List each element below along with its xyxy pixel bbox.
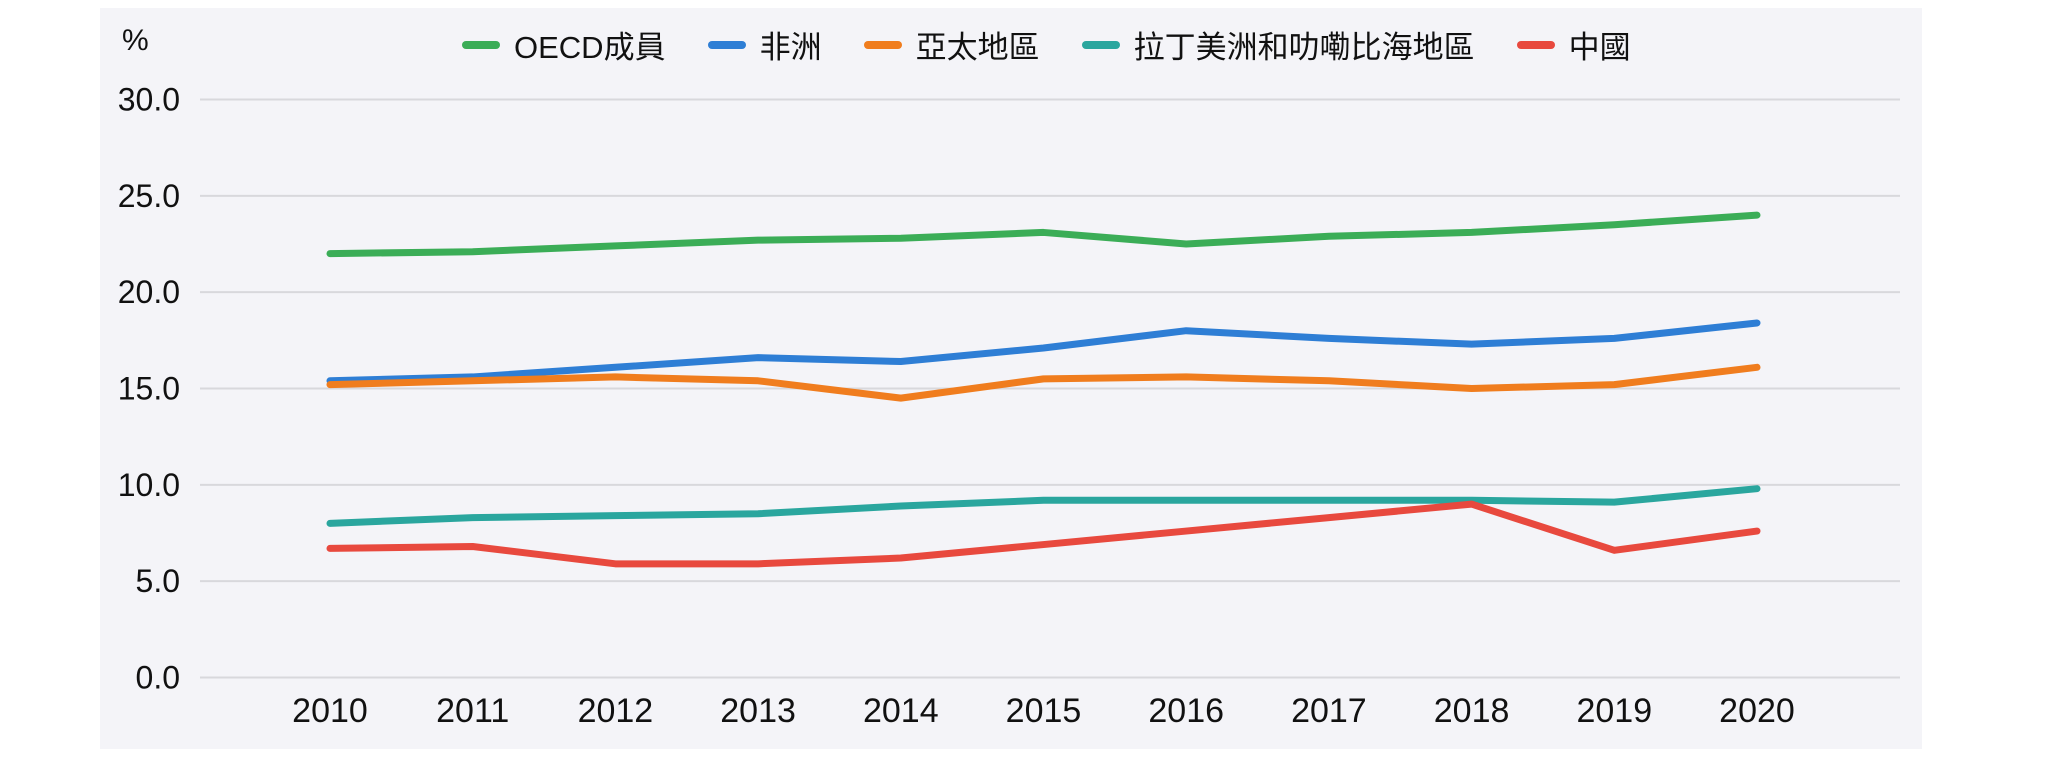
x-tick-label: 2018 bbox=[1434, 692, 1510, 730]
x-tick-label: 2019 bbox=[1576, 692, 1652, 730]
legend-label: 中國 bbox=[1568, 30, 1631, 65]
legend-item: 非洲 bbox=[707, 22, 822, 67]
x-tick-label: 2017 bbox=[1291, 692, 1367, 730]
x-tick-label: 2014 bbox=[863, 692, 939, 730]
legend-label: 亞太地區 bbox=[915, 30, 1040, 65]
gridlines bbox=[200, 98, 1900, 679]
x-axis-tick-labels: 2010 2011 2012 2013 2014 2015 2016 2017 2018 2019… bbox=[292, 692, 1795, 730]
series-line bbox=[326, 211, 1761, 258]
x-tick-label: 2011 bbox=[436, 692, 509, 730]
x-tick-label: 2020 bbox=[1719, 692, 1795, 730]
legend-dash-icon bbox=[462, 40, 500, 49]
legend-dash-icon bbox=[1081, 40, 1120, 49]
legend-item: 拉丁美洲和叻嘞比海地區 bbox=[1081, 22, 1475, 67]
y-tick-label: 15.0 bbox=[118, 370, 180, 406]
chart-legend: OECD成員 非洲 亞太地區 拉丁美洲和叻嘞比海地區 中國 bbox=[462, 22, 1631, 67]
y-tick-label: 25.0 bbox=[118, 178, 180, 214]
series-line bbox=[326, 485, 1761, 527]
series-line bbox=[326, 319, 1761, 385]
y-axis-tick-labels: 30.0 25.0 20.0 15.0 10.0 5.0 0.0 bbox=[118, 81, 180, 695]
legend-dash-icon bbox=[863, 40, 902, 49]
legend-item: OECD成員 bbox=[462, 22, 666, 67]
legend-dash-icon bbox=[707, 40, 746, 49]
series-line bbox=[326, 363, 1761, 402]
y-axis-unit-label: % bbox=[122, 24, 149, 57]
x-tick-label: 2015 bbox=[1006, 692, 1082, 730]
legend-item: 亞太地區 bbox=[863, 22, 1040, 67]
y-tick-label: 10.0 bbox=[118, 467, 180, 503]
y-tick-label: 5.0 bbox=[136, 563, 180, 599]
legend-dash-icon bbox=[1516, 40, 1555, 49]
y-tick-label: 20.0 bbox=[118, 274, 180, 310]
data-series-lines bbox=[326, 211, 1761, 568]
y-tick-label: 0.0 bbox=[136, 660, 180, 696]
legend-label: OECD成員 bbox=[514, 30, 666, 65]
x-tick-label: 2012 bbox=[578, 692, 654, 730]
legend-label: 拉丁美洲和叻嘞比海地區 bbox=[1133, 30, 1475, 65]
y-tick-label: 30.0 bbox=[118, 81, 180, 117]
series-line bbox=[326, 500, 1761, 568]
legend-label: 非洲 bbox=[759, 30, 822, 65]
legend-item: 中國 bbox=[1516, 22, 1631, 67]
x-tick-label: 2010 bbox=[292, 692, 368, 730]
x-tick-label: 2016 bbox=[1148, 692, 1224, 730]
x-tick-label: 2013 bbox=[720, 692, 796, 730]
